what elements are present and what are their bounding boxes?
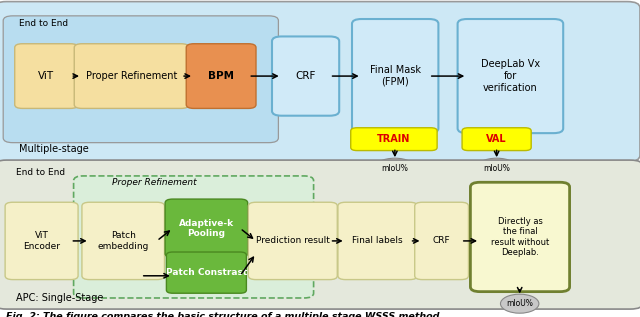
FancyBboxPatch shape	[3, 16, 278, 143]
Text: ViT: ViT	[38, 71, 54, 81]
FancyBboxPatch shape	[351, 128, 437, 151]
Text: BPM: BPM	[208, 71, 234, 81]
FancyBboxPatch shape	[272, 36, 339, 116]
Text: mIoU%: mIoU%	[506, 299, 533, 308]
FancyBboxPatch shape	[415, 202, 468, 280]
Text: CRF: CRF	[433, 236, 451, 245]
Text: Adaptive-k
Pooling: Adaptive-k Pooling	[179, 218, 234, 238]
Text: End to End: End to End	[19, 19, 68, 28]
Circle shape	[500, 294, 539, 313]
FancyBboxPatch shape	[74, 176, 314, 298]
Text: Patch
embedding: Patch embedding	[97, 231, 149, 251]
Text: Patch Constrast: Patch Constrast	[166, 268, 247, 277]
Text: Final Mask
(FPM): Final Mask (FPM)	[370, 65, 420, 87]
FancyBboxPatch shape	[186, 44, 256, 108]
Text: DeepLab Vx
for
verification: DeepLab Vx for verification	[481, 60, 540, 93]
FancyBboxPatch shape	[15, 44, 78, 108]
Text: APC: Single-Stage: APC: Single-Stage	[16, 293, 104, 303]
FancyBboxPatch shape	[74, 44, 189, 108]
Text: Proper Refinement: Proper Refinement	[86, 71, 177, 81]
Text: Final labels: Final labels	[352, 236, 403, 245]
Text: mIoU%: mIoU%	[483, 164, 510, 173]
Text: Directly as
the final
result without
Deeplab.: Directly as the final result without Dee…	[491, 217, 549, 257]
Circle shape	[374, 158, 416, 179]
Text: Proper Refinement: Proper Refinement	[112, 178, 196, 187]
Text: ViT
Encoder: ViT Encoder	[23, 231, 60, 251]
FancyBboxPatch shape	[470, 182, 570, 292]
Text: Multiple-stage: Multiple-stage	[19, 144, 89, 154]
Text: Prediction result: Prediction result	[256, 236, 330, 245]
Text: mIoU%: mIoU%	[381, 164, 408, 173]
FancyBboxPatch shape	[166, 252, 246, 293]
Text: TRAIN: TRAIN	[377, 134, 411, 144]
Text: VAL: VAL	[486, 134, 507, 144]
FancyBboxPatch shape	[0, 160, 640, 309]
FancyBboxPatch shape	[458, 19, 563, 133]
Text: End to End: End to End	[16, 168, 65, 177]
FancyBboxPatch shape	[0, 2, 640, 162]
FancyBboxPatch shape	[165, 199, 248, 257]
FancyBboxPatch shape	[352, 19, 438, 133]
FancyBboxPatch shape	[5, 202, 78, 280]
Text: CRF: CRF	[296, 71, 316, 81]
FancyBboxPatch shape	[462, 128, 531, 151]
FancyBboxPatch shape	[248, 202, 337, 280]
Circle shape	[476, 158, 518, 179]
FancyBboxPatch shape	[338, 202, 417, 280]
FancyBboxPatch shape	[82, 202, 164, 280]
Text: Fig. 2: The figure compares the basic structure of a multiple stage WSSS method: Fig. 2: The figure compares the basic st…	[6, 312, 440, 317]
